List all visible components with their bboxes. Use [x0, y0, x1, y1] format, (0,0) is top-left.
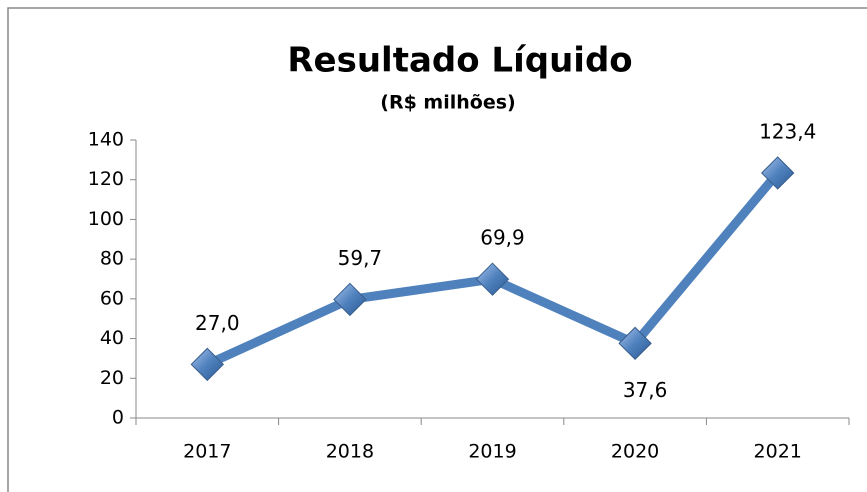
chart-frame — [7, 7, 867, 492]
y-tick-label: 140 — [88, 129, 124, 151]
y-tick-label: 40 — [100, 327, 124, 349]
x-tick-label: 2017 — [183, 441, 231, 463]
y-tick-label: 20 — [100, 367, 124, 389]
x-tick-label: 2020 — [611, 441, 659, 463]
y-tick-label: 120 — [88, 168, 124, 190]
data-label: 69,9 — [480, 226, 525, 250]
data-point — [333, 282, 367, 317]
x-tick-label: 2021 — [754, 441, 802, 463]
data-label: 59,7 — [338, 246, 383, 270]
data-point — [760, 156, 795, 190]
data-point — [618, 326, 652, 361]
y-tick-label: 80 — [100, 248, 124, 270]
y-tick-label: 100 — [88, 208, 124, 230]
x-tick-label: 2019 — [468, 441, 516, 463]
data-point — [190, 347, 225, 382]
chart-title: Resultado Líquido — [287, 41, 632, 81]
chart-subtitle: (R$ milhões) — [380, 92, 515, 114]
y-tick-label: 0 — [112, 407, 124, 429]
data-label: 123,4 — [759, 119, 816, 143]
data-label: 37,6 — [623, 378, 668, 402]
y-tick-label: 60 — [100, 287, 124, 309]
data-point — [475, 262, 510, 296]
x-tick-label: 2018 — [326, 441, 374, 463]
data-label: 27,0 — [195, 311, 240, 335]
